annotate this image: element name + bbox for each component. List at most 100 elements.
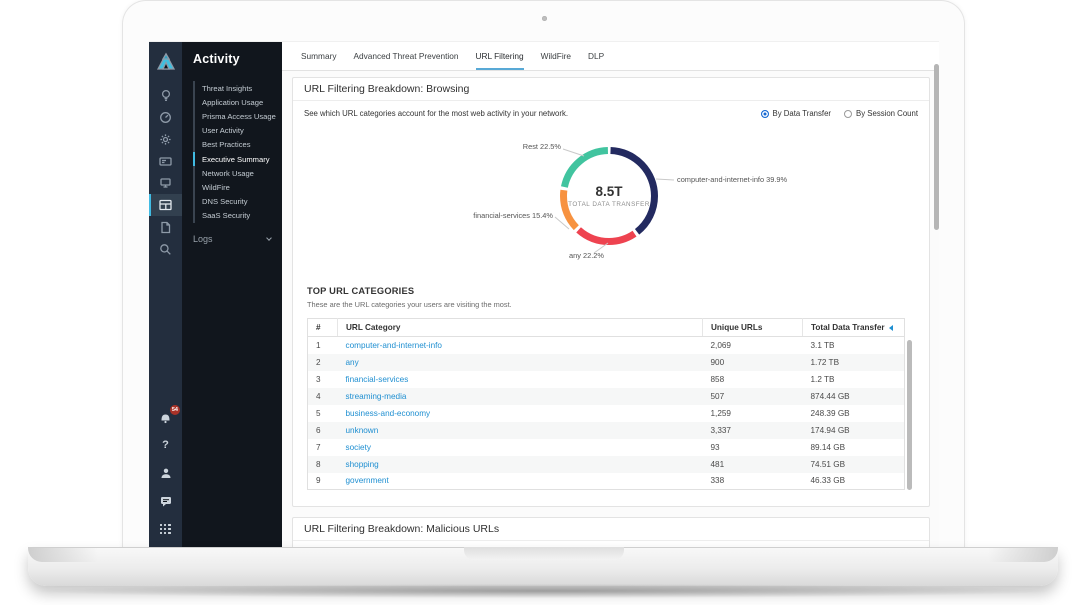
table-row: 8 shopping 481 74.51 GB — [307, 455, 905, 473]
notifications-bell-icon[interactable]: 54 — [149, 405, 182, 429]
help-icon[interactable]: ? — [162, 439, 169, 451]
cell-total-data-transfer: 1.2 TB — [810, 374, 835, 384]
section-heading: TOP URL CATEGORIES — [307, 286, 415, 296]
cell-unique-urls: 507 — [702, 387, 803, 405]
total-data-transfer-label: TOTAL DATA TRANSFER — [568, 201, 650, 208]
sidebar-nav-panel: Activity Threat Insights Application Usag… — [182, 42, 282, 549]
user-icon[interactable] — [149, 461, 182, 485]
column-header--[interactable]: # — [307, 318, 338, 337]
cell-category-link[interactable]: government — [345, 476, 389, 486]
cell-rank: 2 — [307, 353, 338, 371]
cell-total-data-transfer: 46.33 GB — [810, 476, 846, 486]
cell-total-data-transfer: 89.14 GB — [810, 442, 846, 452]
cell-rank: 6 — [307, 421, 338, 439]
table-row: 6 unknown 3,337 174.94 GB — [307, 421, 905, 439]
cell-total-data-transfer: 248.39 GB — [810, 408, 850, 418]
chevron-down-icon — [266, 235, 272, 241]
cell-category-link[interactable]: shopping — [337, 455, 703, 473]
cell-category-link[interactable]: streaming-media — [337, 387, 703, 405]
cards-icon[interactable] — [149, 150, 182, 172]
callout-lines — [554, 148, 675, 254]
cell-category-link[interactable]: any — [337, 353, 703, 371]
cell-unique-urls: 93 — [710, 442, 720, 452]
column-header-unique-urls[interactable]: Unique URLs — [702, 318, 803, 337]
cell-rank: 3 — [316, 374, 321, 384]
column-header-total-data-transfer[interactable]: Total Data Transfer — [802, 318, 905, 337]
radio-label: By Data Transfer — [772, 109, 832, 118]
sidebar-item-logs[interactable]: Logs — [193, 234, 272, 244]
workstation-icon[interactable] — [149, 172, 182, 194]
sidebar-item-saas-security[interactable]: SaaS Security — [193, 208, 282, 223]
table-row: 1 computer-and-internet-info 2,069 3.1 TB — [308, 337, 905, 354]
card-title: URL Filtering Breakdown: Browsing — [293, 78, 929, 101]
radio-by-session-count[interactable]: By Session Count — [844, 109, 918, 118]
cell-total-data-transfer: 3.1 TB — [810, 340, 835, 350]
dashboard-grid-icon[interactable] — [149, 194, 182, 216]
table-row: 4 streaming-media 507 874.44 GB — [307, 387, 905, 405]
tab-dlp[interactable]: DLP — [588, 51, 605, 61]
cell-category-link[interactable]: business-and-economy — [345, 408, 431, 418]
gear-icon[interactable] — [149, 128, 182, 150]
sidebar-item-dns-security[interactable]: DNS Security — [193, 194, 282, 209]
donut-label-financial-services: financial-services 15.4% — [473, 211, 553, 220]
cell-rank: 9 — [316, 476, 321, 486]
notification-badge: 54 — [169, 405, 180, 415]
cell-category-link[interactable]: unknown — [337, 421, 703, 439]
main-content: Summary Advanced Threat Prevention URL Fil… — [282, 42, 939, 549]
top-url-categories-section: TOP URL CATEGORIES These are the URL cat… — [293, 286, 929, 490]
sidebar-item-network-usage[interactable]: Network Usage — [193, 166, 282, 181]
sidebar-item-best-practices[interactable]: Best Practices — [193, 137, 282, 152]
table-scrollbar[interactable] — [907, 340, 912, 490]
brand-logo-icon[interactable] — [149, 50, 182, 72]
donut-label-computer-and-internet-info: computer-and-internet-info 39.9% — [677, 175, 788, 184]
cell-unique-urls: 900 — [702, 353, 803, 371]
webcam-dot — [541, 16, 547, 21]
cell-rank: 5 — [316, 408, 321, 418]
cell-total-data-transfer: 1.72 TB — [802, 353, 905, 371]
lightbulb-icon[interactable] — [149, 84, 182, 106]
tab-wildfire[interactable]: WildFire — [540, 51, 572, 61]
cell-unique-urls: 858 — [710, 374, 725, 384]
sidebar-item-executive-summary[interactable]: Executive Summary — [193, 151, 282, 167]
cell-total-data-transfer: 174.94 GB — [802, 421, 905, 439]
feedback-icon[interactable] — [149, 489, 182, 513]
sidebar-item-prisma-access-usage[interactable]: Prisma Access Usage — [193, 109, 282, 124]
sidebar-item-application-usage[interactable]: Application Usage — [193, 95, 282, 110]
cell-category-link[interactable]: society — [345, 442, 371, 452]
search-icon[interactable] — [149, 238, 182, 260]
section-subheading: These are the URL categories your users … — [307, 300, 512, 309]
main-scrollbar[interactable] — [934, 64, 939, 230]
donut-segment-computer-and-internet-info[interactable] — [560, 147, 658, 245]
laptop-shadow — [40, 584, 1047, 598]
rail-icon-group-top — [149, 84, 182, 260]
sidebar-item-wildfire[interactable]: WildFire — [193, 180, 282, 195]
gauge-icon[interactable] — [149, 106, 182, 128]
table-row: 2 any 900 1.72 TB — [307, 353, 905, 371]
tab-advanced-threat-prevention[interactable]: Advanced Threat Prevention — [353, 51, 459, 61]
donut-segment-any[interactable] — [560, 147, 658, 245]
cell-category-link[interactable]: computer-and-internet-info — [345, 340, 442, 350]
icon-rail: 54 ? — [149, 42, 182, 549]
document-icon[interactable] — [149, 216, 182, 238]
apps-grid-icon[interactable] — [149, 517, 182, 541]
radio-by-data-transfer[interactable]: By Data Transfer — [760, 109, 832, 118]
view-toggle-group: By Data Transfer By Session Count — [760, 109, 918, 118]
card-url-filtering-malicious: URL Filtering Breakdown: Malicious URLs — [292, 517, 930, 549]
cell-category-link[interactable]: financial-services — [345, 374, 409, 384]
card-description: See which URL categories account for the… — [304, 109, 569, 118]
table-row: 3 financial-services 858 1.2 TB — [308, 371, 905, 388]
sidebar-item-threat-insights[interactable]: Threat Insights — [193, 81, 282, 96]
column-header-url-category[interactable]: URL Category — [337, 318, 703, 337]
donut-chart-area: 8.5T TOTAL DATA TRANSFER computer-and-in… — [293, 120, 929, 270]
tab-bar: Summary Advanced Threat Prevention URL Fil… — [282, 42, 939, 71]
laptop-lid-notch — [463, 547, 624, 560]
table-header-row: # URL Category Unique URLs Total Data Trans… — [307, 318, 905, 337]
sidebar-item-user-activity[interactable]: User Activity — [193, 123, 282, 138]
donut-segment-financial-services[interactable] — [560, 147, 658, 245]
cell-rank: 7 — [316, 442, 321, 452]
tab-summary[interactable]: Summary — [301, 51, 337, 61]
cell-total-data-transfer: 874.44 GB — [802, 387, 905, 405]
table-row: 5 business-and-economy 1,259 248.39 GB — [308, 405, 905, 422]
tab-url-filtering[interactable]: URL Filtering — [475, 42, 524, 70]
